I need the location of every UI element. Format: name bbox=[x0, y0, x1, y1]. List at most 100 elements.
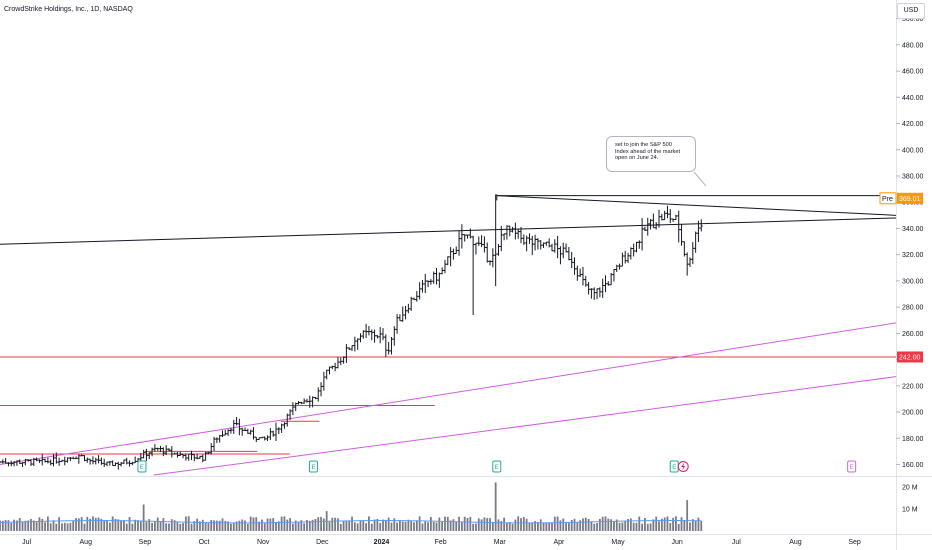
volume-bar bbox=[94, 517, 97, 531]
volume-bar bbox=[686, 500, 689, 531]
volume-bar bbox=[303, 523, 306, 531]
ohlc-bar bbox=[530, 235, 534, 256]
ohlc-bar bbox=[409, 296, 413, 311]
volume-bar bbox=[280, 516, 283, 531]
ohlc-bar bbox=[601, 278, 605, 298]
ohlc-bar bbox=[482, 236, 486, 253]
ohlc-bar bbox=[488, 260, 492, 266]
ohlc-bar bbox=[206, 452, 210, 455]
ohlc-bar bbox=[618, 263, 622, 270]
volume-bar bbox=[83, 523, 86, 531]
price-tag-box bbox=[897, 192, 923, 204]
volume-bar bbox=[491, 521, 494, 531]
volume-bar bbox=[294, 520, 297, 531]
volume-bar bbox=[655, 516, 658, 531]
price-tag-value: 242.00 bbox=[899, 354, 921, 361]
ohlc-bar bbox=[43, 458, 47, 463]
currency-button[interactable]: USD bbox=[897, 3, 925, 19]
volume-bar bbox=[27, 520, 30, 531]
volume-bar bbox=[339, 523, 342, 531]
volume-bar bbox=[77, 518, 80, 531]
ohlc-bar bbox=[18, 459, 22, 465]
ohlc-bar bbox=[451, 248, 455, 260]
ohlc-bar bbox=[361, 330, 365, 339]
ohlc-bar bbox=[502, 233, 506, 241]
ohlc-bar bbox=[266, 435, 270, 441]
ohlc-bar bbox=[418, 282, 422, 300]
volume-bar bbox=[486, 518, 489, 531]
volume-bar bbox=[525, 518, 528, 531]
annotation-line: open on June 24. bbox=[615, 155, 659, 162]
volume-bar bbox=[432, 522, 435, 531]
ohlc-bar bbox=[322, 371, 326, 391]
volume-bar bbox=[49, 523, 52, 531]
volume-bar bbox=[438, 517, 441, 531]
volume-bar bbox=[677, 523, 680, 531]
volume-bar bbox=[601, 516, 604, 531]
ohlc-bar bbox=[173, 452, 177, 455]
volume-bar bbox=[41, 518, 44, 531]
chart-drawings[interactable] bbox=[0, 171, 897, 476]
ohlc-bar bbox=[356, 338, 360, 350]
annotation-note[interactable]: set to join the S&P 500 Index ahead of t… bbox=[606, 136, 696, 172]
volume-bar bbox=[156, 517, 159, 531]
ohlc-bar bbox=[649, 219, 653, 230]
volume-bar bbox=[263, 523, 266, 531]
ohlc-bar bbox=[285, 413, 289, 427]
volume-bar bbox=[399, 520, 401, 531]
ohlc-bar bbox=[9, 460, 13, 467]
ohlc-bar bbox=[40, 453, 44, 466]
ohlc-bar bbox=[626, 252, 630, 263]
volume-bar bbox=[224, 520, 227, 531]
ohlc-bar bbox=[654, 222, 658, 230]
ohlc-bar bbox=[457, 230, 461, 256]
ohlc-bar bbox=[387, 341, 391, 355]
time-tick-label: May bbox=[611, 539, 625, 546]
ohlc-bar bbox=[105, 461, 109, 467]
ohlc-bar bbox=[671, 218, 675, 222]
ohlc-bar bbox=[415, 291, 419, 302]
ohlc-bar bbox=[94, 457, 98, 465]
volume-bar bbox=[379, 522, 382, 531]
price-tag-value: 369.01 bbox=[899, 196, 921, 203]
volume-bar bbox=[511, 523, 514, 531]
volume-bar bbox=[125, 523, 128, 531]
ohlc-bar bbox=[37, 459, 41, 463]
time-tick-label: Aug bbox=[80, 539, 93, 546]
volume-bar bbox=[114, 518, 117, 531]
ohlc-bar bbox=[561, 242, 565, 259]
price-tick-label: 480.00 bbox=[902, 42, 924, 49]
price-axis[interactable]: 160.00180.00200.00220.00240.00260.00280.… bbox=[896, 16, 924, 513]
volume-tick-label: 10 M bbox=[902, 506, 918, 513]
volume-bar bbox=[342, 520, 345, 531]
time-tick-label: Mar bbox=[494, 539, 507, 546]
price-tick-label: 300.00 bbox=[902, 278, 924, 285]
volume-bar bbox=[286, 519, 289, 531]
ohlc-bar bbox=[505, 225, 509, 240]
volume-bar bbox=[275, 522, 277, 531]
volume-bar bbox=[151, 522, 153, 531]
ohlc-bar bbox=[542, 242, 546, 248]
volume-bar bbox=[610, 519, 613, 531]
volume-bar bbox=[10, 522, 13, 531]
ohlc-bar bbox=[567, 246, 571, 261]
volume-bar bbox=[384, 519, 387, 531]
time-axis[interactable]: Jul Aug Sep Oct Nov Dec 2024 Feb Mar Apr May Jun Jul… bbox=[22, 539, 861, 546]
time-tick-label: Feb bbox=[435, 539, 447, 546]
volume-bar bbox=[244, 520, 246, 531]
volume-bar bbox=[207, 523, 210, 531]
ohlc-bar bbox=[446, 256, 450, 266]
ohlc-bar bbox=[316, 387, 320, 402]
earnings-marker: E bbox=[847, 460, 857, 473]
volume-bar bbox=[413, 522, 415, 531]
ohlc-bar bbox=[609, 272, 613, 286]
ohlc-bar bbox=[190, 450, 194, 461]
volume-bar bbox=[1, 520, 4, 531]
ohlc-bar bbox=[288, 409, 292, 420]
ohlc-bar bbox=[32, 457, 36, 467]
ohlc-bar bbox=[119, 462, 123, 467]
ohlc-bar bbox=[195, 453, 199, 460]
volume-bar bbox=[308, 520, 311, 531]
